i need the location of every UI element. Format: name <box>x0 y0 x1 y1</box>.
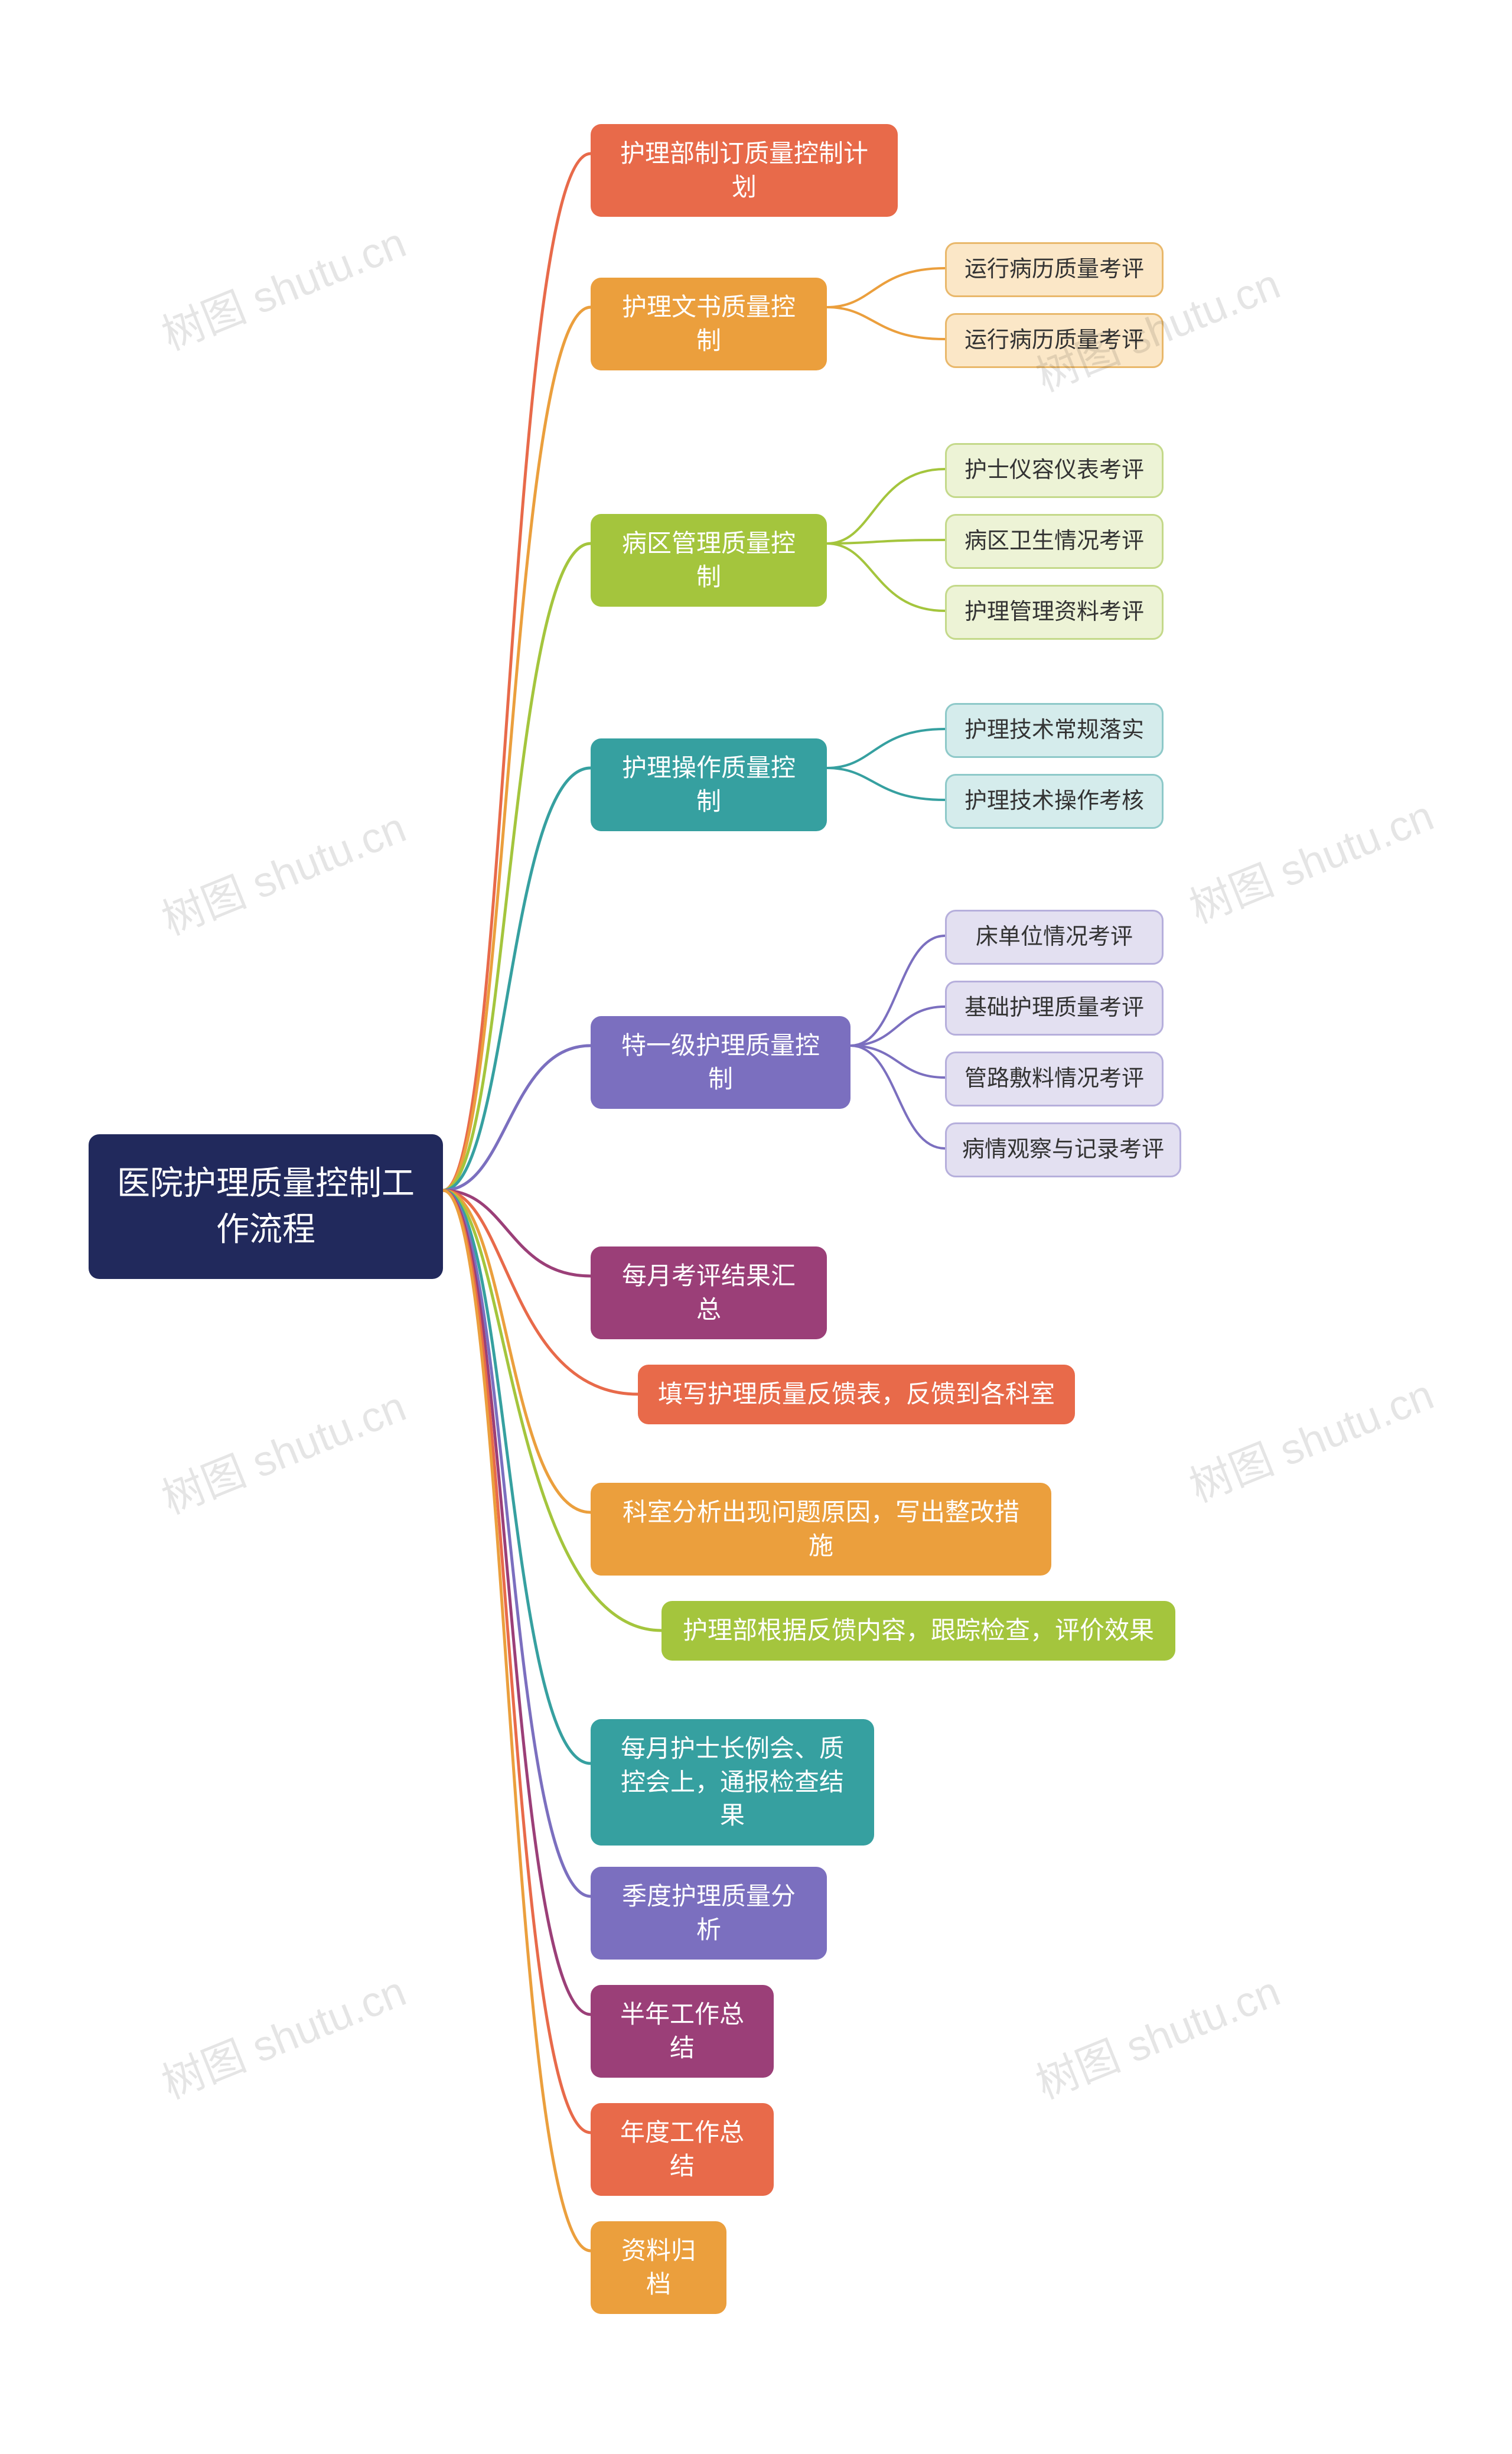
watermark-text: 树图 shutu.cn <box>151 1957 413 2111</box>
branch-node: 资料归档 <box>591 2221 726 2314</box>
watermark-text: 树图 shutu.cn <box>151 793 413 947</box>
leaf-node: 护士仪容仪表考评 <box>945 443 1164 498</box>
watermark-text: 树图 shutu.cn <box>151 208 413 362</box>
leaf-node: 基础护理质量考评 <box>945 981 1164 1036</box>
branch-node: 护理部制订质量控制计划 <box>591 124 898 217</box>
leaf-node: 病情观察与记录考评 <box>945 1122 1181 1177</box>
branch-node: 病区管理质量控制 <box>591 514 827 607</box>
branch-node: 特一级护理质量控制 <box>591 1016 850 1109</box>
leaf-node: 管路敷料情况考评 <box>945 1052 1164 1106</box>
branch-node: 护理文书质量控制 <box>591 278 827 370</box>
branch-node: 每月护士长例会、质控会上，通报检查结果 <box>591 1719 874 1846</box>
branch-node: 护理操作质量控制 <box>591 738 827 831</box>
branch-node: 半年工作总结 <box>591 1985 774 2078</box>
leaf-node: 病区卫生情况考评 <box>945 514 1164 569</box>
watermark-text: 树图 shutu.cn <box>1025 1957 1288 2111</box>
branch-node: 年度工作总结 <box>591 2103 774 2196</box>
leaf-node: 护理技术常规落实 <box>945 703 1164 758</box>
leaf-node: 床单位情况考评 <box>945 910 1164 965</box>
branch-node: 填写护理质量反馈表，反馈到各科室 <box>638 1365 1075 1424</box>
branch-node: 季度护理质量分析 <box>591 1867 827 1960</box>
watermark-text: 树图 shutu.cn <box>1179 781 1441 935</box>
watermark-text: 树图 shutu.cn <box>1179 1360 1441 1514</box>
leaf-node: 护理技术操作考核 <box>945 774 1164 829</box>
watermark-text: 树图 shutu.cn <box>151 1372 413 1526</box>
leaf-node: 运行病历质量考评 <box>945 242 1164 297</box>
branch-node: 每月考评结果汇总 <box>591 1246 827 1339</box>
leaf-node: 护理管理资料考评 <box>945 585 1164 640</box>
root-node: 医院护理质量控制工作流程 <box>89 1134 443 1279</box>
leaf-node: 运行病历质量考评 <box>945 313 1164 368</box>
branch-node: 科室分析出现问题原因，写出整改措施 <box>591 1483 1051 1576</box>
branch-node: 护理部根据反馈内容，跟踪检查，评价效果 <box>662 1601 1175 1661</box>
